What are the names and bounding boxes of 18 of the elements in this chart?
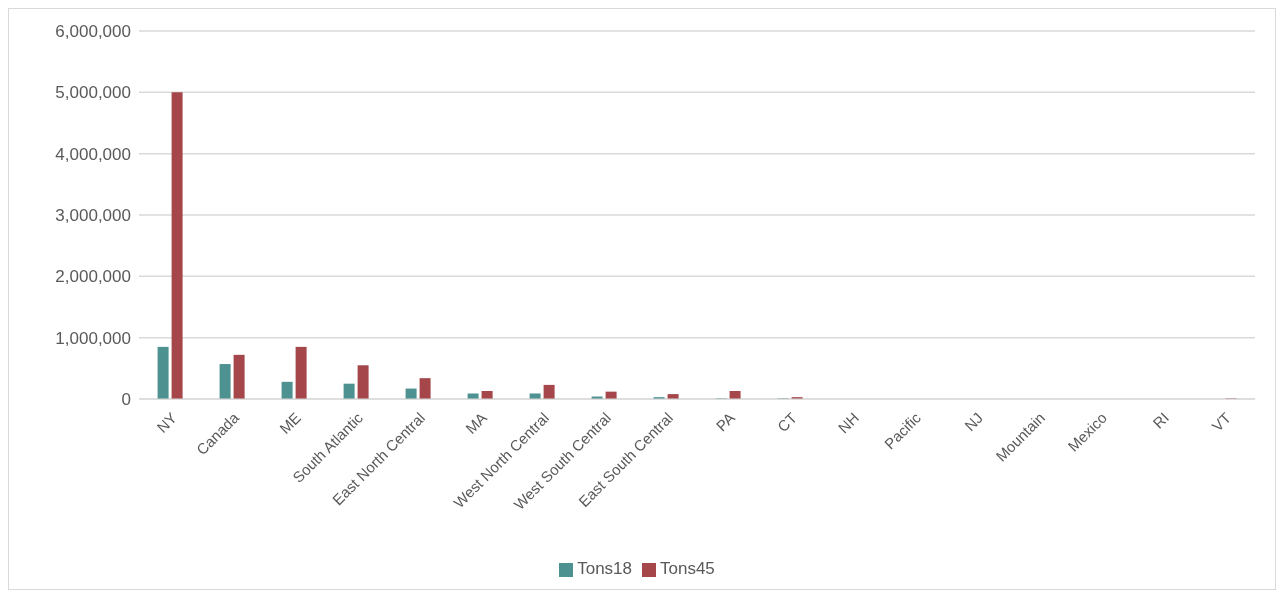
x-tick-label: NY [153, 409, 181, 436]
y-tick-label: 2,000,000 [55, 267, 131, 287]
legend-label: Tons18 [577, 559, 632, 578]
x-tick-label: ME [276, 409, 305, 437]
y-tick-label: 0 [121, 390, 131, 410]
x-tick-label: CT [773, 409, 801, 436]
x-tick-label: RI [1149, 409, 1173, 432]
x-tick-label: NJ [961, 409, 987, 435]
x-tick-label: MA [462, 409, 491, 437]
legend-label: Tons45 [660, 559, 715, 578]
x-tick-label: NH [834, 409, 863, 437]
y-tick-label: 4,000,000 [55, 144, 131, 164]
x-tick-label: PA [712, 409, 739, 435]
x-tick-label: VT [1208, 409, 1235, 435]
y-tick-label: 5,000,000 [55, 83, 131, 103]
y-tick-label: 1,000,000 [55, 328, 131, 348]
y-tick-label: 3,000,000 [55, 206, 131, 226]
y-tick-label: 6,000,000 [55, 22, 131, 42]
